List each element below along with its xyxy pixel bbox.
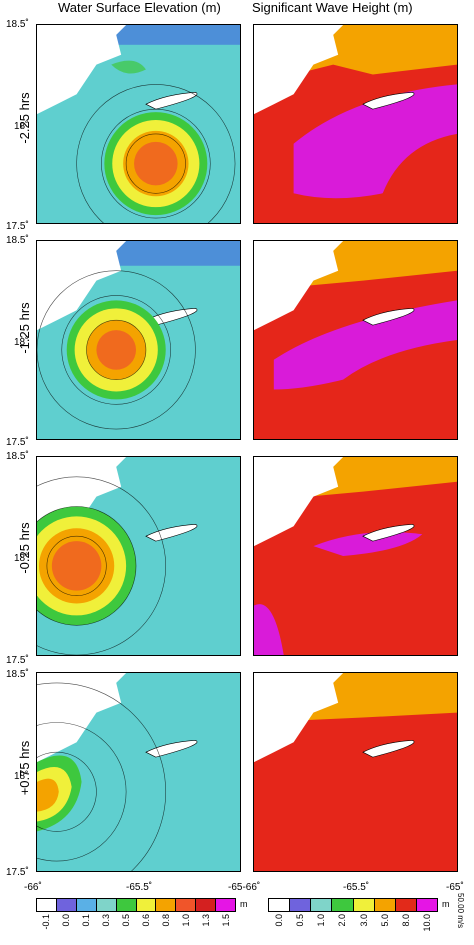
wse-colorbar-label: 1.0 xyxy=(181,914,191,927)
lat-tick-bottom: 17.5˚ xyxy=(6,221,29,232)
wse-colorbar-label: 1.3 xyxy=(201,914,211,927)
swh-map-panel-2 xyxy=(253,240,458,440)
wse-colorbar-label: -0.1 xyxy=(41,914,51,930)
row-label-1: -2.25 hrs xyxy=(17,92,32,144)
wse-map-panel-2 xyxy=(36,240,241,440)
swh-colorbar-label: 0.0 xyxy=(273,914,284,927)
left-column-title: Water Surface Elevation (m) xyxy=(58,0,221,15)
wse-colorbar-label: 0.3 xyxy=(101,914,111,927)
wse-colorbar-swatch xyxy=(196,899,217,911)
swh-colorbar xyxy=(268,898,438,912)
swh-colorbar-swatch xyxy=(332,899,354,911)
wse-map-panel-1 xyxy=(36,24,241,224)
wse-map-panel-4 xyxy=(36,672,241,872)
swh-colorbar-label: 5.0 xyxy=(379,914,390,927)
wse-colorbar-swatch xyxy=(76,899,97,911)
swh-colorbar-label: 8.0 xyxy=(401,914,412,927)
wse-map-panel-3 xyxy=(36,456,241,656)
wse-colorbar-swatch xyxy=(96,899,117,911)
lat-tick-bottom: 17.5˚ xyxy=(6,437,29,448)
wse-colorbar-label: 0.8 xyxy=(161,914,171,927)
wse-colorbar-swatch xyxy=(136,899,157,911)
lon-tick-left-a: -66˚ xyxy=(24,882,42,893)
wse-colorbar-swatch xyxy=(156,899,177,911)
swh-colorbar-label: 2.0 xyxy=(337,914,348,927)
swh-colorbar-label: 10.0 xyxy=(422,914,433,932)
lat-tick-mid: 18˚ xyxy=(14,337,29,348)
swh-colorbar-label: 3.0 xyxy=(358,914,369,927)
swh-colorbar-swatch xyxy=(416,899,437,911)
lat-tick-top: 18.5˚ xyxy=(6,235,29,246)
wse-colorbar-label: 1.5 xyxy=(221,914,231,927)
right-column-title: Significant Wave Height (m) xyxy=(252,0,413,15)
swh-colorbar-unit: m xyxy=(442,899,450,909)
lon-tick-end-a: -65-66˚ xyxy=(228,882,261,893)
wse-colorbar-label: 0.0 xyxy=(61,914,71,927)
wse-colorbar-swatch xyxy=(176,899,197,911)
row-label-3: -0.25 hrs xyxy=(17,522,32,574)
swh-colorbar-swatch xyxy=(269,899,291,911)
lat-tick-bottom: 17.5˚ xyxy=(6,655,29,666)
swh-colorbar-label: 1.0 xyxy=(316,914,327,927)
lat-tick-mid: 18˚ xyxy=(14,121,29,132)
wse-colorbar-swatch xyxy=(37,899,57,911)
swh-map-panel-4 xyxy=(253,672,458,872)
lat-tick-top: 18.5˚ xyxy=(6,19,29,30)
wse-colorbar-swatch xyxy=(216,899,236,911)
wse-colorbar-label: 0.5 xyxy=(121,914,131,927)
swh-colorbar-swatch xyxy=(290,899,312,911)
wse-colorbar-swatch xyxy=(56,899,77,911)
lon-tick-end-b: -65˚ xyxy=(446,882,464,893)
wse-colorbar xyxy=(36,898,236,912)
lat-tick-top: 18.5˚ xyxy=(6,669,29,680)
lat-tick-mid: 18˚ xyxy=(14,771,29,782)
wse-colorbar-swatch xyxy=(116,899,137,911)
swh-map-panel-3 xyxy=(253,456,458,656)
swh-colorbar-swatch xyxy=(353,899,375,911)
wse-colorbar-label: 0.6 xyxy=(141,914,151,927)
vector-scale-label: 50.00 m/s xyxy=(456,893,465,929)
lon-tick-mid-b: -65.5˚ xyxy=(343,882,370,893)
row-label-2: -1.25 hrs xyxy=(17,302,32,354)
row-label-4: +0.75 hrs xyxy=(17,740,32,796)
wse-colorbar-unit: m xyxy=(240,899,248,909)
swh-colorbar-swatch xyxy=(395,899,417,911)
lat-tick-bottom: 17.5˚ xyxy=(6,867,29,878)
lon-tick-mid-a: -65.5˚ xyxy=(126,882,153,893)
lat-tick-mid: 18˚ xyxy=(14,553,29,564)
swh-colorbar-swatch xyxy=(311,899,333,911)
swh-colorbar-label: 0.5 xyxy=(294,914,305,927)
wse-colorbar-label: 0.1 xyxy=(81,914,91,927)
lat-tick-top: 18.5˚ xyxy=(6,451,29,462)
swh-map-panel-1 xyxy=(253,24,458,224)
swh-colorbar-swatch xyxy=(374,899,396,911)
